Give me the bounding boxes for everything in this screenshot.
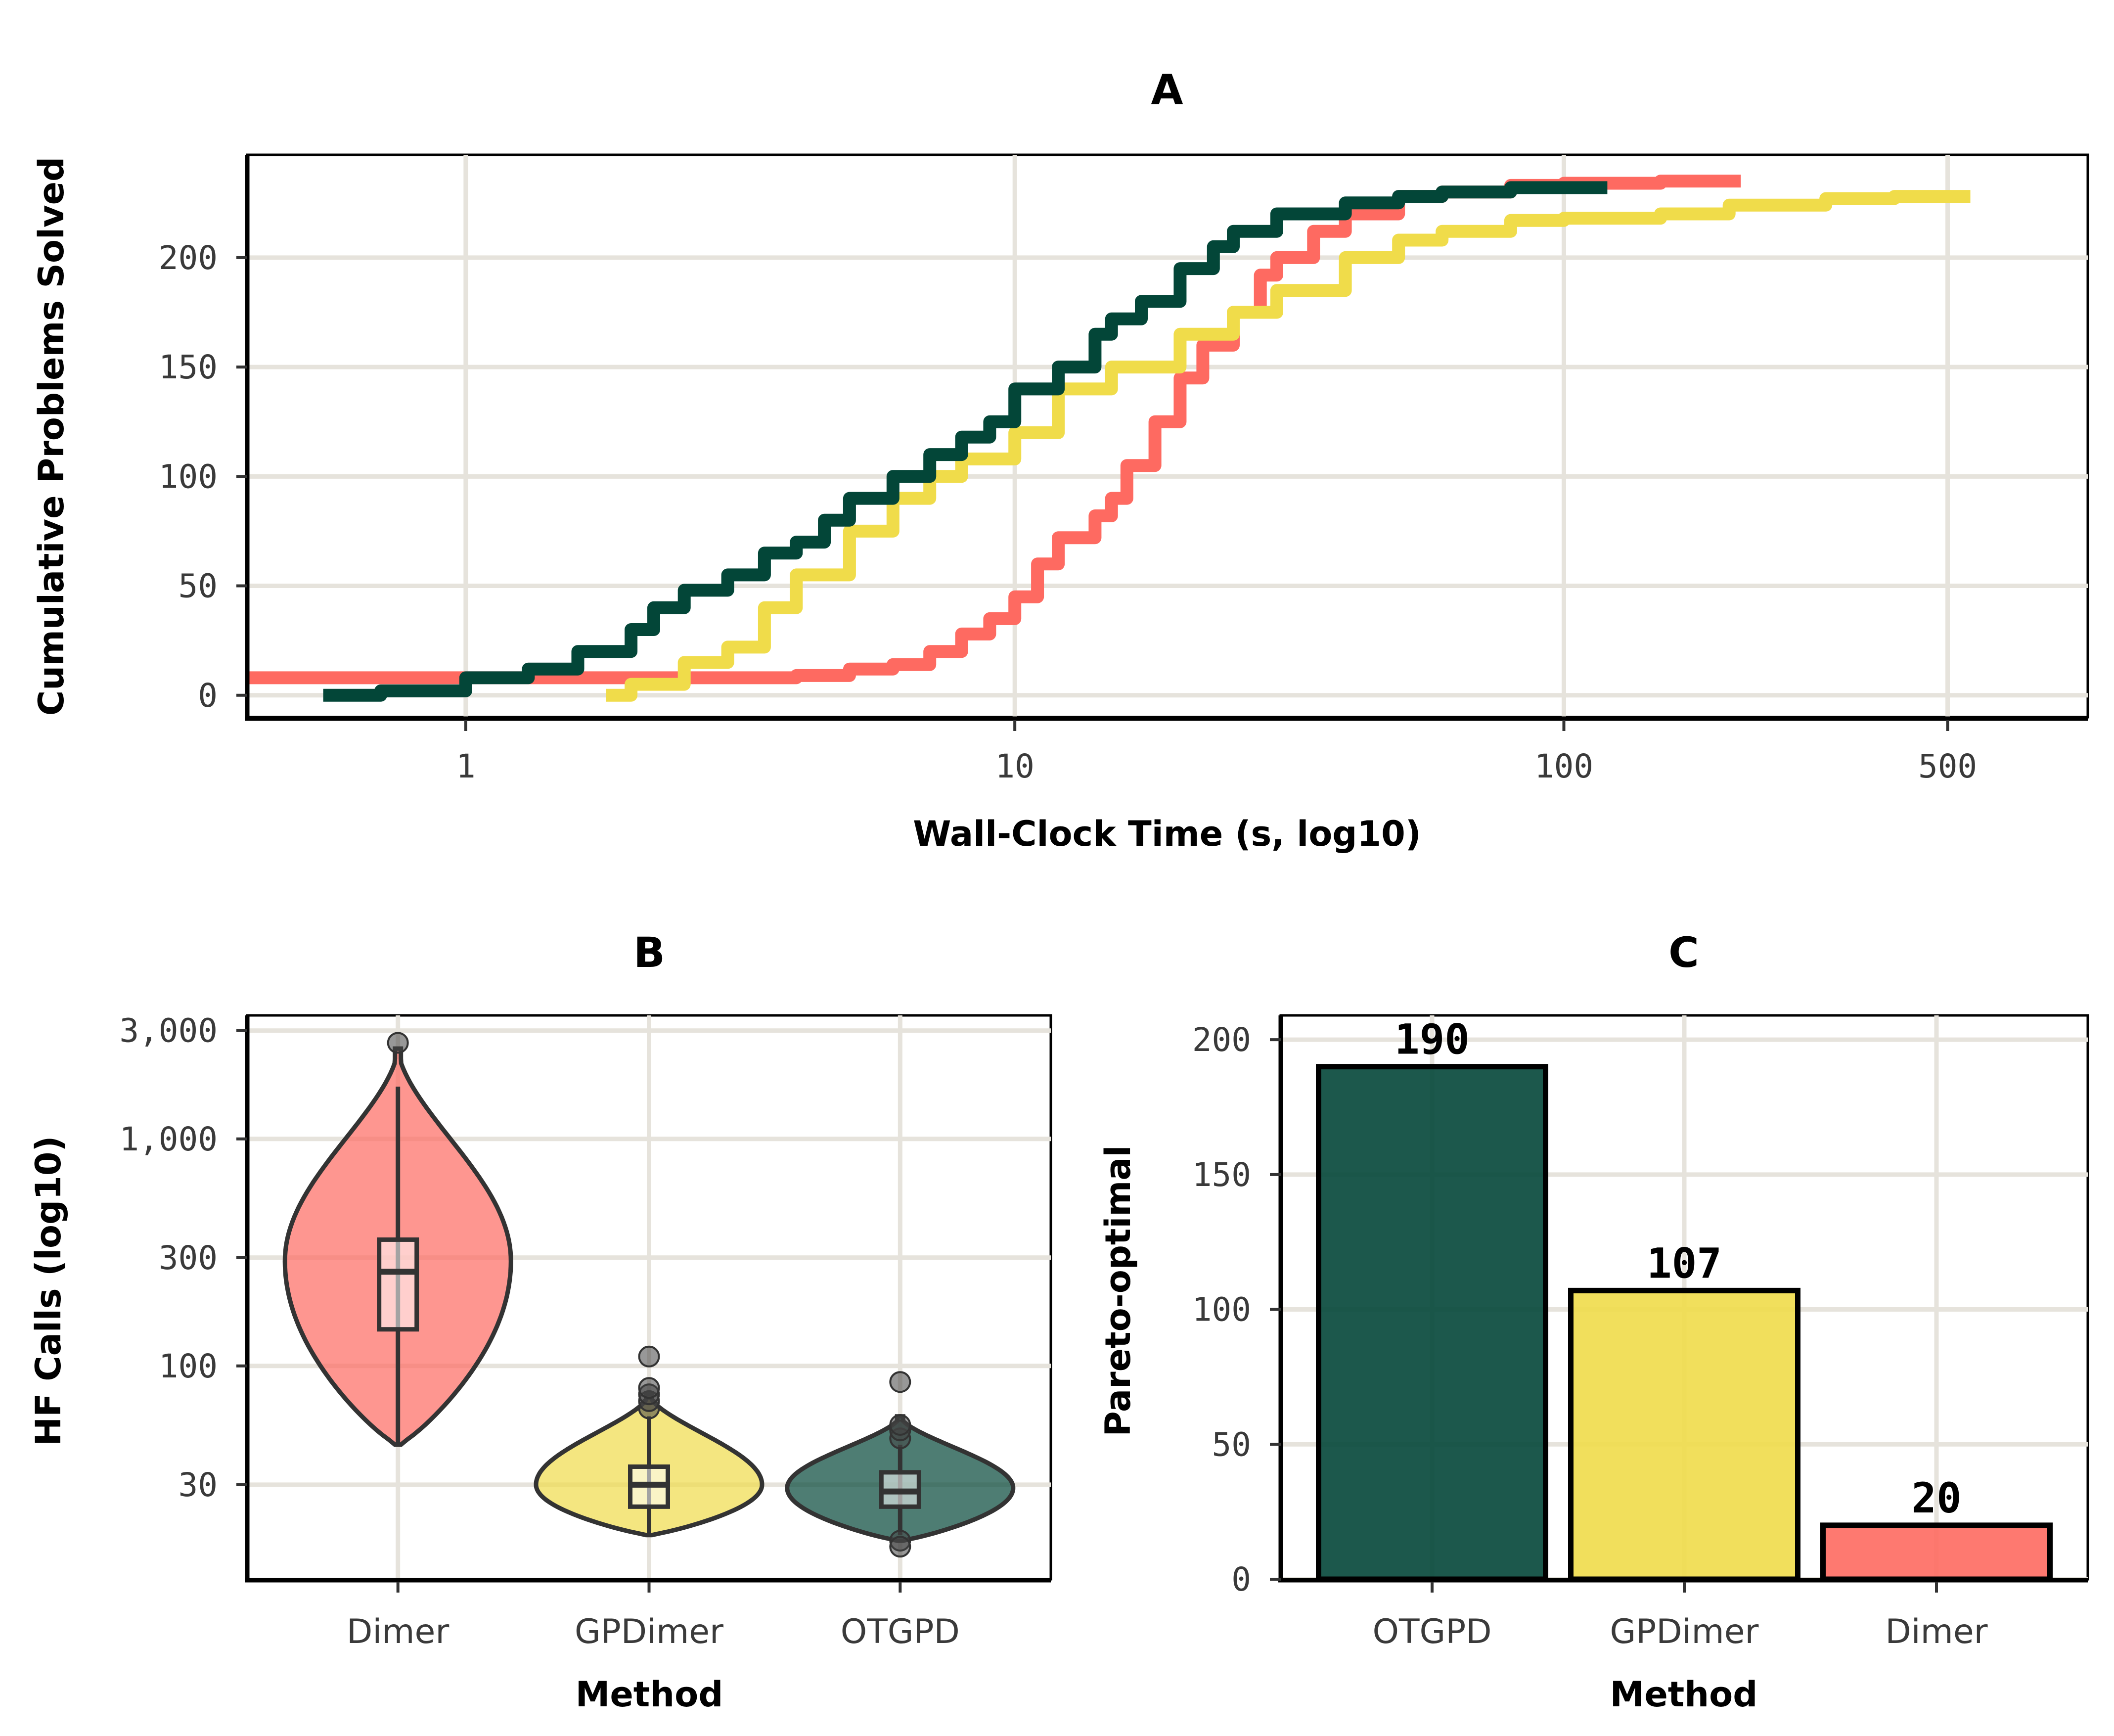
panel-c-x-tick-label: Dimer <box>1885 1612 1987 1651</box>
panel-a-x-tick-label: 500 <box>1918 747 1977 785</box>
panel-a-ticks: 1 10 100 500 0 50 100 150 200 <box>159 239 1977 785</box>
panel-b-violins <box>282 1032 1016 1558</box>
panel-c-title: C <box>1668 928 1699 977</box>
panel-a-x-tick-label: 100 <box>1534 747 1593 785</box>
panel-c-bars: 190 107 20 <box>1316 1015 2053 1582</box>
panel-a-series <box>247 175 1971 702</box>
panel-b-y-tick-label: 1,000 <box>119 1120 218 1158</box>
panel-b-x-tick-label: GPDimer <box>575 1612 723 1651</box>
panel-a-grid <box>247 155 2088 717</box>
box-iqr <box>377 1237 419 1332</box>
panel-b-y-axis-label: HF Calls (log10) <box>28 1136 69 1446</box>
panel-a-y-tick-label: 200 <box>159 239 218 277</box>
panel-c-y-axis-label: Pareto-optimal <box>1098 1145 1138 1436</box>
panel-a-y-tick-label: 0 <box>198 677 218 715</box>
outlier-point <box>889 1414 911 1436</box>
bar-value-label: 107 <box>1647 1239 1722 1287</box>
panel-b-x-tick-label: Dimer <box>347 1612 449 1651</box>
series-line-gpdimer <box>606 190 1971 702</box>
panel-c-y-tick-label: 150 <box>1192 1156 1251 1194</box>
panel-a-x-tick-label: 10 <box>995 747 1034 785</box>
panel-a-x-axis-label: Wall-Clock Time (s, log10) <box>913 814 1421 854</box>
outlier-point <box>889 1371 911 1393</box>
panel-b-ticks: 30 100 300 1,000 3,000 Dimer GPDimer OTGPD <box>119 1012 960 1651</box>
panel-c-ticks: 0 50 100 150 200 OTGPD GPDimer Dimer <box>1192 1021 1988 1651</box>
violin-gpdimer <box>534 1345 765 1538</box>
bar-value-label: 190 <box>1394 1015 1470 1064</box>
panel-b-x-axis-label: Method <box>576 1674 723 1715</box>
bar-gpdimer <box>1568 1287 1800 1582</box>
panel-b-x-tick-label: OTGPD <box>841 1612 960 1651</box>
outlier-point <box>638 1345 660 1368</box>
panel-a-title: A <box>1151 65 1183 114</box>
panel-b-title: B <box>633 928 665 977</box>
panel-a-y-tick-label: 50 <box>179 567 218 605</box>
panel-b: B 30 100 300 1,000 3,000 Dimer GPDimer OTGPD Me… <box>28 928 1052 1715</box>
bar-otgpd <box>1316 1064 1548 1582</box>
panel-a: A 1 10 100 500 0 50 100 150 200 Wall-Clock Time … <box>31 65 2089 854</box>
series-line-otgpd <box>323 181 1608 702</box>
outlier-point <box>638 1377 660 1399</box>
violin-otgpd <box>785 1371 1016 1558</box>
panel-b-y-tick-label: 300 <box>159 1239 218 1277</box>
violin-dimer <box>282 1032 513 1447</box>
panel-c-y-tick-label: 200 <box>1192 1021 1251 1059</box>
panel-c-y-tick-label: 50 <box>1212 1425 1251 1463</box>
panel-c-x-tick-label: OTGPD <box>1372 1612 1491 1651</box>
panel-a-y-axis-label: Cumulative Problems Solved <box>31 157 72 716</box>
panel-c-x-tick-label: GPDimer <box>1610 1612 1759 1651</box>
panel-a-plot-area <box>246 153 2089 719</box>
panel-c-y-tick-label: 100 <box>1192 1291 1251 1329</box>
outlier-point <box>889 1536 911 1558</box>
panel-a-y-tick-label: 150 <box>159 348 218 386</box>
bar-value-label: 20 <box>1911 1474 1961 1522</box>
outlier-point <box>387 1032 409 1054</box>
panel-b-y-tick-label: 3,000 <box>119 1012 218 1050</box>
bar-dimer <box>1820 1522 2053 1582</box>
panel-a-x-tick-label: 1 <box>456 747 476 785</box>
panel-c: C 190 107 20 0 50 100 150 200 OTGPD GPDimer Dimer… <box>1098 928 2089 1715</box>
panel-b-y-tick-label: 30 <box>179 1466 218 1504</box>
panel-c-y-tick-label: 0 <box>1231 1560 1251 1599</box>
panel-c-x-axis-label: Method <box>1610 1674 1758 1715</box>
panel-b-y-tick-label: 100 <box>159 1347 218 1385</box>
panel-a-y-tick-label: 100 <box>159 457 218 496</box>
